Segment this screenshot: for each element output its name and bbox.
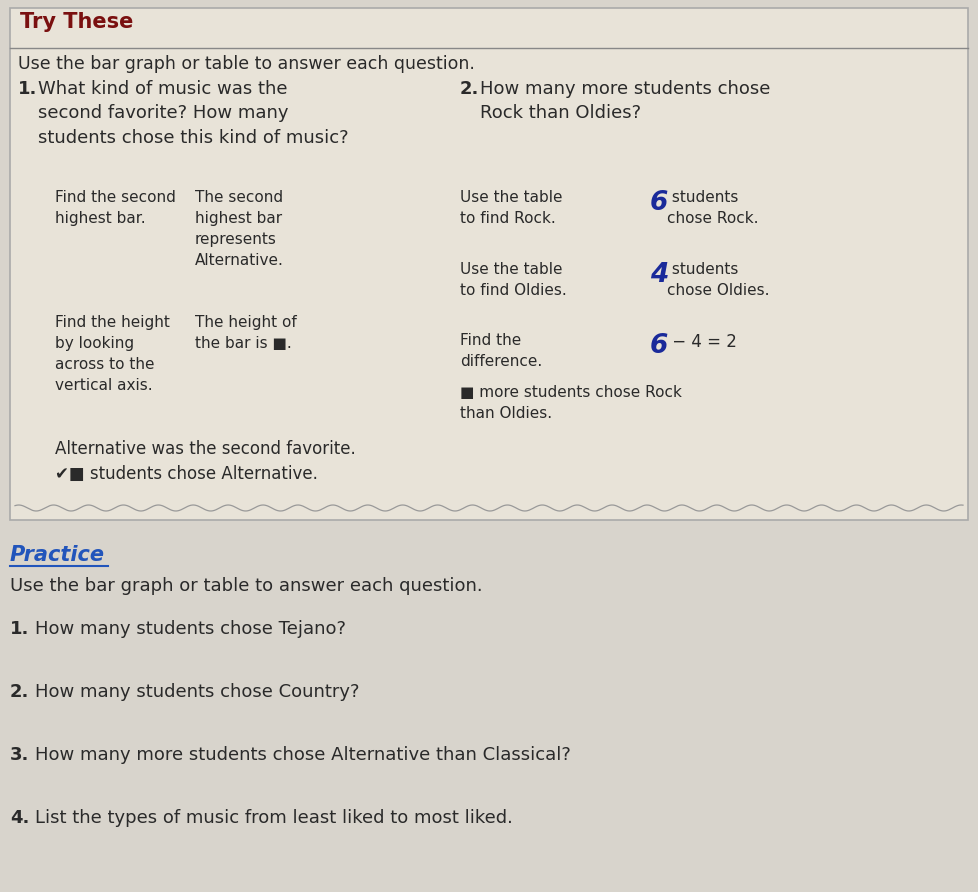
Text: 2.: 2.	[460, 80, 479, 98]
Text: How many students chose Country?: How many students chose Country?	[35, 683, 359, 701]
Text: Use the table
to find Rock.: Use the table to find Rock.	[460, 190, 562, 226]
Text: Try These: Try These	[20, 12, 133, 32]
Text: students
chose Oldies.: students chose Oldies.	[666, 262, 769, 298]
Text: Find the
difference.: Find the difference.	[460, 333, 542, 369]
Text: 4.: 4.	[10, 809, 29, 827]
Text: List the types of music from least liked to most liked.: List the types of music from least liked…	[35, 809, 512, 827]
Text: 3.: 3.	[10, 746, 29, 764]
Text: 4: 4	[649, 262, 668, 288]
Text: What kind of music was the
second favorite? How many
students chose this kind of: What kind of music was the second favori…	[38, 80, 348, 146]
FancyBboxPatch shape	[10, 8, 967, 520]
Text: Find the height
by looking
across to the
vertical axis.: Find the height by looking across to the…	[55, 315, 170, 393]
Text: How many students chose Tejano?: How many students chose Tejano?	[35, 620, 345, 638]
Text: 6: 6	[649, 333, 668, 359]
Text: 1.: 1.	[18, 80, 37, 98]
Text: ■ more students chose Rock
than Oldies.: ■ more students chose Rock than Oldies.	[460, 385, 682, 421]
Text: How many more students chose
Rock than Oldies?: How many more students chose Rock than O…	[479, 80, 770, 122]
Text: Alternative was the second favorite.: Alternative was the second favorite.	[55, 440, 355, 458]
Text: students
chose Rock.: students chose Rock.	[666, 190, 758, 226]
Text: Practice: Practice	[10, 545, 105, 565]
Text: Use the bar graph or table to answer each question.: Use the bar graph or table to answer eac…	[10, 577, 482, 595]
Text: The second
highest bar
represents
Alternative.: The second highest bar represents Altern…	[195, 190, 284, 268]
Text: 6: 6	[649, 190, 668, 216]
Text: Use the table
to find Oldies.: Use the table to find Oldies.	[460, 262, 566, 298]
Text: ✔■ students chose Alternative.: ✔■ students chose Alternative.	[55, 465, 318, 483]
Text: Use the bar graph or table to answer each question.: Use the bar graph or table to answer eac…	[18, 55, 474, 73]
Text: 1.: 1.	[10, 620, 29, 638]
Text: − 4 = 2: − 4 = 2	[666, 333, 736, 351]
Text: Find the second
highest bar.: Find the second highest bar.	[55, 190, 176, 226]
Text: 2.: 2.	[10, 683, 29, 701]
Text: The height of
the bar is ■.: The height of the bar is ■.	[195, 315, 296, 351]
Text: How many more students chose Alternative than Classical?: How many more students chose Alternative…	[35, 746, 570, 764]
